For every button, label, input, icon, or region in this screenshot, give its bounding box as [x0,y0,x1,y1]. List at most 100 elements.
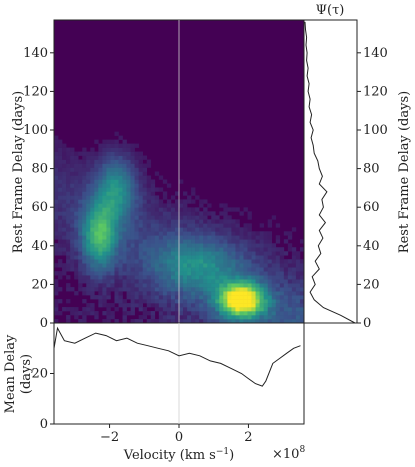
heatmap-cell [255,303,260,308]
heatmap-cell [82,191,87,196]
heatmap-cell [195,291,200,296]
heatmap-cell [130,179,135,184]
heatmap-cell [130,211,135,216]
heatmap-cell [215,287,220,292]
heatmap-cell [94,239,99,244]
heatmap-cell [166,291,172,296]
heatmap-cell [219,315,224,320]
heatmap-cell [247,271,252,276]
heatmap-cell [255,231,260,236]
heatmap-cell [74,231,79,236]
heatmap-cell [263,275,269,280]
heatmap-cell [134,267,139,272]
heatmap-cell [199,271,204,276]
heatmap-cell [203,263,208,268]
heatmap-cell [295,255,301,260]
heatmap-cell [142,223,148,228]
heatmap-cell [255,275,260,280]
heatmap-cell [158,175,164,180]
heatmap-cell [134,279,139,284]
heatmap-cell [134,255,139,260]
heatmap-cell [187,227,192,232]
heatmap-cell [203,319,208,324]
heatmap-cell [98,207,103,212]
mean-delay-y-label-line2: (days) [19,354,34,394]
heatmap-cell [223,295,228,300]
heatmap-cell [203,287,208,292]
heatmap-cell [227,263,232,268]
heatmap-cell [150,319,156,324]
heatmap-cell [162,291,168,296]
heatmap-cell [74,187,79,192]
heatmap-cell [158,319,164,324]
heatmap-cell [90,223,95,228]
heatmap-cell [90,247,95,252]
heatmap-cell [179,231,184,236]
heatmap-cell [154,299,160,304]
heatmap-cell [267,291,273,296]
heatmap-cell [227,219,232,224]
heatmap-cell [211,235,216,240]
heatmap-cell [247,295,252,300]
heatmap-cell [146,243,152,248]
heatmap-cell [98,159,103,164]
heatmap-cell [183,315,188,320]
heatmap-cell [106,139,111,144]
heatmap-cell [227,271,232,276]
heatmap-cell [158,203,164,208]
heatmap-cell [94,255,99,260]
heatmap-cell [215,215,220,220]
heatmap-cell [122,271,127,276]
heatmap-cell [146,219,152,224]
heatmap-cell [138,307,144,312]
heatmap-cell [231,307,236,312]
heatmap-cell [66,247,71,252]
heatmap-cell [271,267,277,272]
heatmap-cell [243,315,248,320]
heatmap-cell [275,223,281,228]
heatmap-cell [195,227,200,232]
heatmap-cell [239,263,244,268]
heatmap-cell [227,283,232,288]
heatmap-cell [126,207,131,212]
heatmap-cell [203,251,208,256]
heatmap-cell [283,283,289,288]
heatmap-cell [211,303,216,308]
heatmap-cell [58,223,63,228]
heatmap-cell [150,183,156,188]
heatmap-cell [187,211,192,216]
heatmap-cell [150,279,156,284]
heatmap-cell [82,247,87,252]
heatmap-cell [283,239,289,244]
heatmap-cell [199,239,204,244]
heatmap-cell [58,247,63,252]
heatmap-cell [126,143,131,148]
heatmap-cell [215,219,220,224]
heatmap-cell [223,319,228,324]
heatmap-cell [267,243,273,248]
heatmap-cell [299,311,305,316]
heatmap-cell [158,227,164,232]
heatmap-cell [138,215,144,220]
heatmap-cell [211,295,216,300]
heatmap-cell [110,255,115,260]
heatmap-cell [62,215,67,220]
heatmap-cell [94,195,99,200]
heatmap-cell [142,279,148,284]
heatmap-cell [283,279,289,284]
heatmap-cell [195,283,200,288]
heatmap-cell [187,199,192,204]
heatmap-cell [106,167,111,172]
heatmap-cell [158,279,164,284]
heatmap-cell [187,303,192,308]
heatmap-cell [130,307,135,312]
heatmap-cell [94,155,99,160]
heatmap-cell [243,299,248,304]
heatmap-cell [126,175,131,180]
heatmap-cell [235,275,240,280]
heatmap-cell [134,179,139,184]
heatmap-cell [90,295,95,300]
heatmap-cell [94,283,99,288]
heatmap-cell [146,235,152,240]
velocity-x-axis: −2 0 2 [100,424,253,445]
